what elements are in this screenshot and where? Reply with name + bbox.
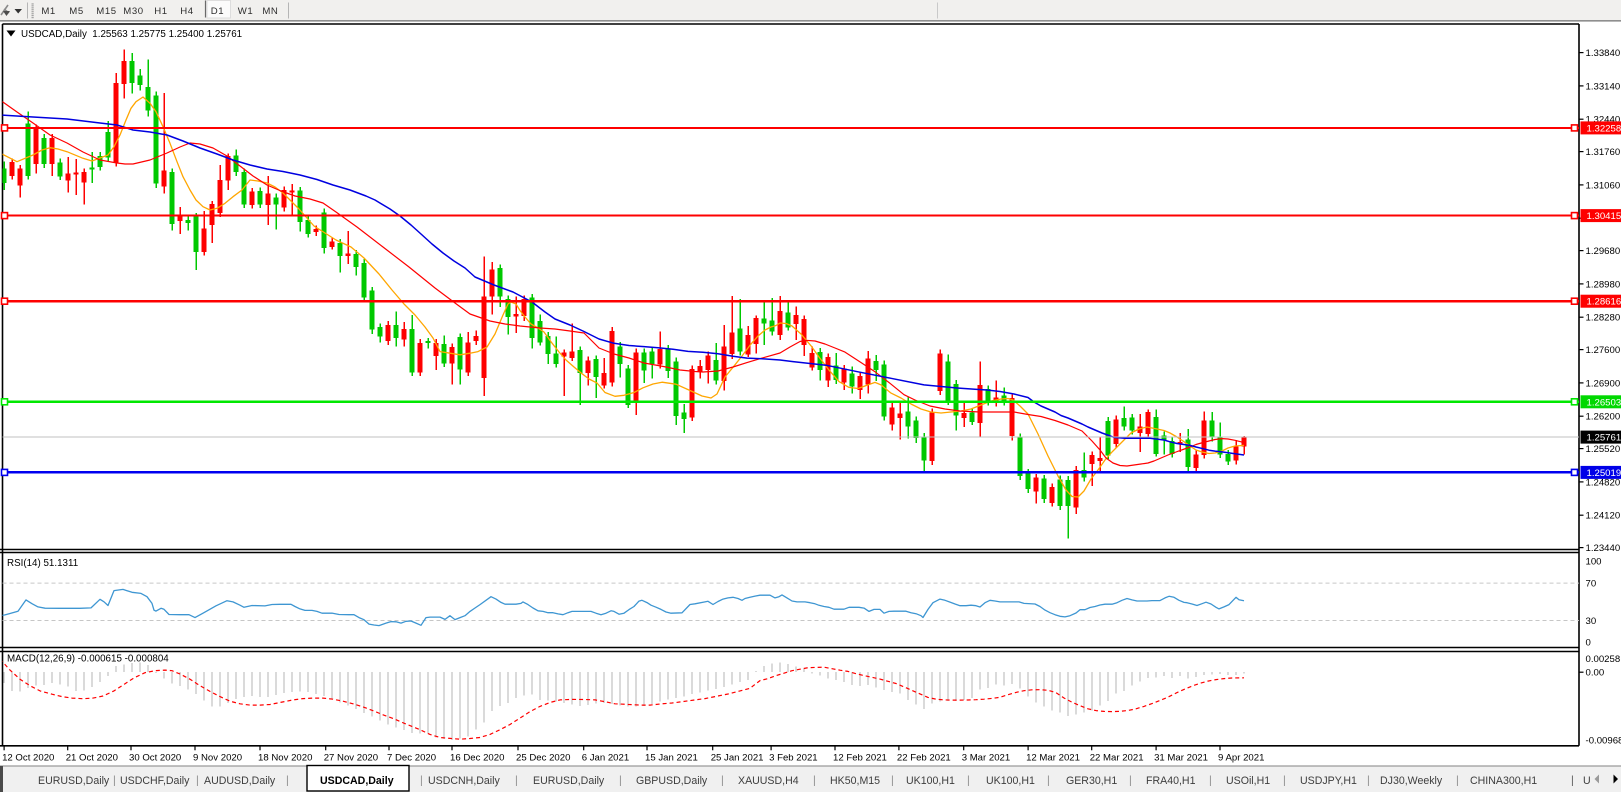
svg-text:1.28616: 1.28616 (1587, 297, 1621, 308)
svg-text:31 Mar 2021: 31 Mar 2021 (1154, 753, 1208, 764)
svg-text:FRA40,H1: FRA40,H1 (1146, 775, 1196, 787)
svg-text:1.29680: 1.29680 (1586, 246, 1621, 257)
svg-text:1.26503: 1.26503 (1587, 397, 1621, 408)
svg-text:12 Mar 2021: 12 Mar 2021 (1026, 753, 1080, 764)
svg-text:7 Dec 2020: 7 Dec 2020 (387, 753, 436, 764)
svg-text:MN: MN (262, 6, 278, 17)
svg-text:27 Nov 2020: 27 Nov 2020 (324, 753, 378, 764)
svg-text:UK100,H1: UK100,H1 (906, 775, 955, 787)
svg-text:EURUSD,Daily: EURUSD,Daily (533, 775, 605, 787)
svg-text:GBPUSD,Daily: GBPUSD,Daily (636, 775, 708, 787)
svg-text:1.31760: 1.31760 (1586, 147, 1621, 158)
svg-text:USDJPY,H1: USDJPY,H1 (1300, 775, 1357, 787)
svg-text:1.28280: 1.28280 (1586, 313, 1621, 324)
svg-text:1.26200: 1.26200 (1586, 412, 1621, 423)
svg-text:|: | (619, 775, 622, 787)
svg-text:1.32258: 1.32258 (1587, 123, 1621, 134)
svg-text:|: | (1209, 775, 1212, 787)
svg-text:25 Jan 2021: 25 Jan 2021 (711, 753, 764, 764)
svg-text:100: 100 (1586, 557, 1602, 568)
svg-text:|: | (1571, 775, 1574, 787)
svg-text:UK100,H1: UK100,H1 (986, 775, 1035, 787)
svg-text:|: | (967, 775, 970, 787)
svg-text:30: 30 (1586, 616, 1597, 627)
svg-text:GER30,H1: GER30,H1 (1066, 775, 1117, 787)
svg-text:USDCAD,Daily: USDCAD,Daily (320, 775, 394, 787)
svg-text:D1: D1 (211, 6, 224, 17)
svg-text:|: | (1129, 775, 1132, 787)
svg-text:USDCHF,Daily: USDCHF,Daily (120, 775, 190, 787)
svg-text:USDCAD,Daily 1.25563 1.25775: USDCAD,Daily 1.25563 1.25775 1.25400 1.2… (21, 29, 242, 40)
svg-text:|: | (1367, 775, 1370, 787)
svg-text:W1: W1 (238, 6, 254, 17)
svg-text:|: | (286, 775, 289, 787)
svg-text:-0.00968: -0.00968 (1586, 735, 1621, 746)
svg-text:1.26900: 1.26900 (1586, 378, 1621, 389)
svg-text:0.00: 0.00 (1586, 668, 1605, 679)
svg-text:16 Dec 2020: 16 Dec 2020 (450, 753, 504, 764)
svg-text:1.24820: 1.24820 (1586, 477, 1621, 488)
svg-text:22 Feb 2021: 22 Feb 2021 (897, 753, 951, 764)
svg-text:|: | (891, 775, 894, 787)
svg-text:25 Dec 2020: 25 Dec 2020 (516, 753, 570, 764)
svg-text:1.33840: 1.33840 (1586, 48, 1621, 59)
svg-text:USOil,H1: USOil,H1 (1226, 775, 1270, 787)
svg-text:22 Mar 2021: 22 Mar 2021 (1090, 753, 1144, 764)
svg-text:CHINA300,H1: CHINA300,H1 (1470, 775, 1537, 787)
svg-text:U: U (1583, 775, 1591, 787)
svg-text:15 Jan 2021: 15 Jan 2021 (645, 753, 698, 764)
svg-text:|: | (1456, 775, 1459, 787)
svg-text:HK50,M15: HK50,M15 (830, 775, 880, 787)
svg-text:70: 70 (1586, 579, 1597, 590)
svg-text:0.00258: 0.00258 (1586, 654, 1621, 665)
svg-text:H4: H4 (180, 6, 194, 17)
svg-text:21 Oct 2020: 21 Oct 2020 (66, 753, 118, 764)
svg-text:|: | (420, 775, 423, 787)
svg-text:|: | (1047, 775, 1050, 787)
svg-text:9 Apr 2021: 9 Apr 2021 (1218, 753, 1264, 764)
svg-text:EURUSD,Daily: EURUSD,Daily (38, 775, 110, 787)
svg-text:6 Jan 2021: 6 Jan 2021 (582, 753, 629, 764)
svg-text:12 Feb 2021: 12 Feb 2021 (833, 753, 887, 764)
svg-text:1.27600: 1.27600 (1586, 345, 1621, 356)
svg-text:1.33140: 1.33140 (1586, 81, 1621, 92)
svg-text:M1: M1 (41, 6, 56, 17)
svg-text:|: | (113, 775, 116, 787)
svg-text:|: | (515, 775, 518, 787)
svg-text:|: | (721, 775, 724, 787)
svg-text:M5: M5 (69, 6, 84, 17)
svg-text:12 Oct 2020: 12 Oct 2020 (2, 753, 54, 764)
svg-text:3 Feb 2021: 3 Feb 2021 (769, 753, 818, 764)
svg-text:1.31060: 1.31060 (1586, 180, 1621, 191)
svg-text:H1: H1 (154, 6, 167, 17)
svg-text:USDCNH,Daily: USDCNH,Daily (428, 775, 501, 787)
svg-text:|: | (813, 775, 816, 787)
svg-text:1.25520: 1.25520 (1586, 444, 1621, 455)
svg-text:DJ30,Weekly: DJ30,Weekly (1380, 775, 1443, 787)
svg-text:1.28980: 1.28980 (1586, 279, 1621, 290)
svg-text:18 Nov 2020: 18 Nov 2020 (258, 753, 312, 764)
svg-text:|: | (1283, 775, 1286, 787)
svg-text:1.30415: 1.30415 (1587, 211, 1621, 222)
svg-text:0: 0 (1586, 638, 1591, 649)
svg-text:AUDUSD,Daily: AUDUSD,Daily (204, 775, 276, 787)
svg-text:3 Mar 2021: 3 Mar 2021 (962, 753, 1011, 764)
svg-text:M30: M30 (123, 6, 143, 17)
svg-text:1.25019: 1.25019 (1587, 468, 1621, 479)
svg-text:MACD(12,26,9) -0.000615 -0.000: MACD(12,26,9) -0.000615 -0.000804 (7, 654, 169, 665)
svg-text:1.23440: 1.23440 (1586, 543, 1621, 554)
svg-text:9 Nov 2020: 9 Nov 2020 (193, 753, 242, 764)
svg-text:1.24120: 1.24120 (1586, 511, 1621, 522)
svg-text:1.25761: 1.25761 (1587, 433, 1621, 444)
svg-text:M15: M15 (96, 6, 116, 17)
svg-text:RSI(14) 51.1311: RSI(14) 51.1311 (7, 558, 78, 569)
svg-text:30 Oct 2020: 30 Oct 2020 (129, 753, 181, 764)
svg-text:|: | (196, 775, 199, 787)
svg-text:XAUUSD,H4: XAUUSD,H4 (738, 775, 799, 787)
